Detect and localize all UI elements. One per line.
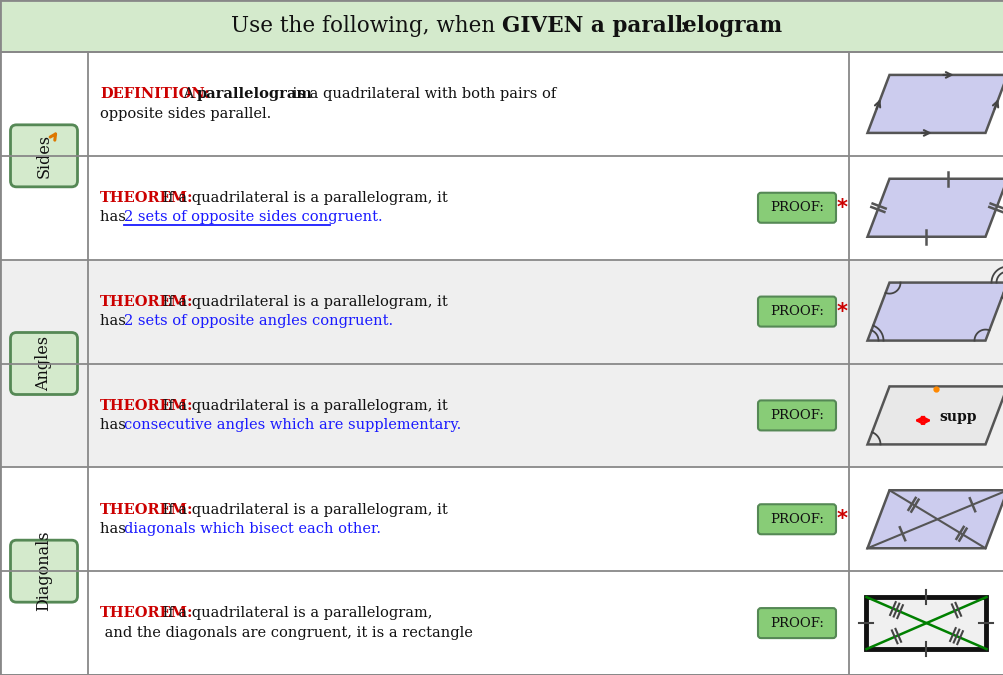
Text: is a quadrilateral with both pairs of: is a quadrilateral with both pairs of <box>288 87 556 101</box>
Polygon shape <box>867 283 1003 341</box>
Text: If a quadrilateral is a parallelogram, it: If a quadrilateral is a parallelogram, i… <box>157 399 447 413</box>
Text: PROOF:: PROOF: <box>769 409 823 422</box>
Polygon shape <box>867 75 1003 133</box>
Text: parallelogram: parallelogram <box>197 87 313 101</box>
Text: PROOF:: PROOF: <box>769 616 823 630</box>
Bar <box>0 260 1003 467</box>
Text: THEOREM:: THEOREM: <box>100 503 194 516</box>
FancyBboxPatch shape <box>757 608 835 638</box>
Text: diagonals which bisect each other.: diagonals which bisect each other. <box>123 522 380 536</box>
Text: If a quadrilateral is a parallelogram, it: If a quadrilateral is a parallelogram, i… <box>157 191 447 205</box>
Text: opposite sides parallel.: opposite sides parallel. <box>100 107 271 121</box>
FancyBboxPatch shape <box>10 125 77 187</box>
Text: THEOREM:: THEOREM: <box>100 606 194 620</box>
Text: PROOF:: PROOF: <box>769 513 823 526</box>
FancyBboxPatch shape <box>757 400 835 431</box>
Text: THEOREM:: THEOREM: <box>100 399 194 413</box>
Text: If a quadrilateral is a parallelogram, it: If a quadrilateral is a parallelogram, i… <box>157 295 447 309</box>
Text: PROOF:: PROOF: <box>769 305 823 318</box>
Text: A: A <box>179 87 199 101</box>
Text: has: has <box>100 418 130 432</box>
FancyBboxPatch shape <box>10 333 77 394</box>
FancyBboxPatch shape <box>757 504 835 534</box>
Text: and the diagonals are congruent, it is a rectangle: and the diagonals are congruent, it is a… <box>100 626 472 640</box>
FancyBboxPatch shape <box>10 540 77 602</box>
Text: Angles: Angles <box>35 336 52 391</box>
Text: DEFINITION:: DEFINITION: <box>100 87 210 101</box>
Text: 2 sets of opposite angles congruent.: 2 sets of opposite angles congruent. <box>123 314 392 328</box>
Text: consecutive angles which are supplementary.: consecutive angles which are supplementa… <box>123 418 460 432</box>
Text: If a quadrilateral is a parallelogram,: If a quadrilateral is a parallelogram, <box>157 606 431 620</box>
Polygon shape <box>867 386 1003 444</box>
Bar <box>866 597 986 649</box>
Text: THEOREM:: THEOREM: <box>100 191 194 205</box>
Text: If a quadrilateral is a parallelogram, it: If a quadrilateral is a parallelogram, i… <box>157 503 447 516</box>
Text: Use the following, when: Use the following, when <box>231 15 502 37</box>
FancyBboxPatch shape <box>757 193 835 223</box>
FancyBboxPatch shape <box>757 296 835 327</box>
Polygon shape <box>867 490 1003 548</box>
Text: Diagonals: Diagonals <box>35 531 52 612</box>
Polygon shape <box>867 179 1003 237</box>
Text: :: : <box>679 15 687 37</box>
Text: supp: supp <box>939 410 976 425</box>
Text: has: has <box>100 314 130 328</box>
Text: has: has <box>100 522 130 536</box>
Text: *: * <box>835 302 847 321</box>
Text: 2 sets of opposite sides congruent.: 2 sets of opposite sides congruent. <box>123 211 382 224</box>
Text: GIVEN a parallelogram: GIVEN a parallelogram <box>502 15 781 37</box>
Bar <box>0 467 1003 675</box>
Bar <box>0 52 1003 260</box>
Text: THEOREM:: THEOREM: <box>100 295 194 309</box>
Text: PROOF:: PROOF: <box>769 201 823 214</box>
Bar <box>0 0 1003 52</box>
Text: has: has <box>100 211 130 224</box>
Text: *: * <box>835 198 847 218</box>
Text: Sides: Sides <box>35 134 52 178</box>
Text: *: * <box>835 509 847 529</box>
